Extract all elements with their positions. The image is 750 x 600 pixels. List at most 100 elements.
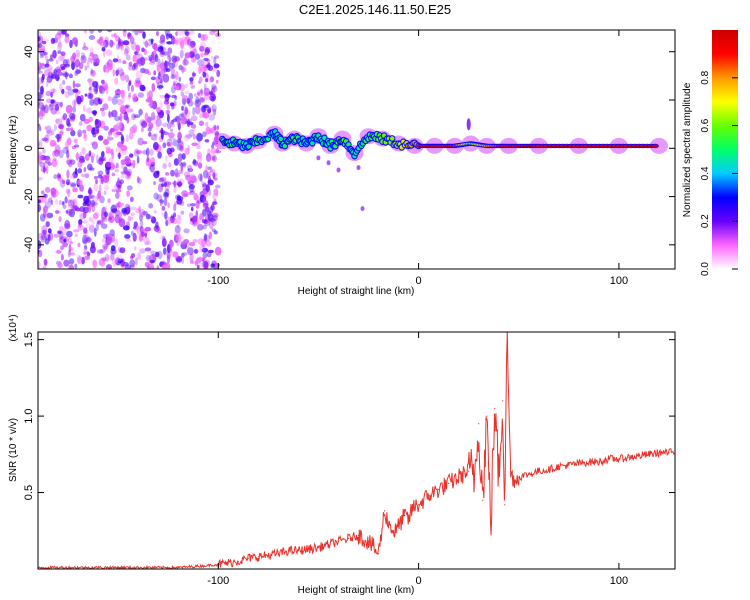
noise-speckle	[46, 212, 54, 219]
noise-speckle	[181, 256, 185, 264]
noise-speckle	[190, 45, 196, 53]
noise-speckle	[125, 238, 132, 242]
noise-speckle	[97, 170, 104, 176]
noise-speckle	[80, 52, 86, 60]
noise-speckle	[205, 64, 209, 68]
noise-speckle	[183, 228, 190, 234]
snr-point	[398, 525, 400, 527]
noise-speckle	[208, 231, 213, 239]
noise-speckle	[91, 220, 95, 226]
noise-speckle	[38, 31, 41, 37]
noise-speckle	[79, 155, 85, 162]
noise-speckle	[194, 105, 201, 115]
noise-speckle	[198, 97, 206, 103]
noise-speckle	[128, 92, 132, 98]
noise-speckle	[115, 191, 120, 199]
noise-speckle	[129, 35, 133, 40]
noise-speckle	[166, 216, 172, 225]
noise-speckle	[72, 99, 76, 107]
noise-speckle	[74, 83, 81, 88]
noise-speckle	[41, 137, 49, 142]
noise-speckle	[112, 69, 116, 77]
snr-point	[117, 566, 119, 569]
noise-speckle	[190, 85, 195, 89]
noise-speckle	[190, 260, 195, 264]
noise-speckle	[170, 67, 175, 77]
noise-speckle	[149, 58, 157, 63]
noise-speckle	[84, 173, 90, 179]
noise-speckle	[187, 38, 191, 46]
noise-speckle	[45, 159, 50, 165]
noise-speckle	[99, 248, 106, 254]
noise-speckle	[151, 115, 159, 125]
noise-speckle	[43, 193, 49, 198]
noise-speckle	[68, 208, 76, 218]
noise-speckle	[187, 145, 190, 151]
noise-speckle	[140, 126, 144, 133]
noise-speckle	[46, 129, 53, 137]
noise-speckle	[181, 95, 188, 101]
noise-speckle	[107, 215, 115, 223]
snr-point	[474, 473, 476, 475]
noise-speckle	[39, 54, 44, 59]
noise-speckle	[107, 211, 113, 218]
noise-speckle	[59, 83, 63, 92]
noise-speckle	[205, 126, 211, 135]
noise-speckle	[213, 63, 220, 69]
noise-speckle	[153, 70, 157, 76]
noise-speckle	[77, 168, 83, 174]
noise-speckle	[115, 122, 123, 131]
noise-speckle	[177, 153, 183, 162]
noise-speckle	[84, 255, 91, 261]
noise-speckle	[85, 223, 91, 229]
noise-speckle	[97, 97, 101, 102]
ridge-core	[246, 144, 251, 149]
noise-speckle	[165, 32, 170, 40]
noise-speckle	[38, 140, 43, 148]
noise-speckle	[203, 194, 206, 202]
noise-speckle	[215, 188, 219, 198]
snr-point	[257, 556, 259, 558]
noise-speckle	[120, 262, 126, 268]
noise-speckle	[130, 206, 137, 211]
noise-speckle	[207, 78, 212, 83]
noise-speckle	[124, 170, 130, 175]
noise-speckle	[170, 128, 174, 132]
snr-panel: -100 0 100 0.5 1.0 1.5 Height of straight li…	[8, 314, 676, 596]
noise-speckle	[156, 194, 163, 202]
snr-point	[538, 470, 540, 472]
noise-speckle	[120, 134, 124, 142]
noise-speckle	[55, 33, 61, 40]
noise-speckle	[94, 85, 98, 95]
noise-speckle	[147, 71, 151, 76]
noise-speckle	[114, 77, 119, 85]
noise-speckle	[133, 221, 138, 228]
noise-speckle	[186, 119, 191, 128]
noise-speckle	[105, 166, 110, 175]
noise-speckle	[164, 210, 168, 220]
noise-speckle	[199, 97, 205, 102]
noise-speckle	[153, 42, 158, 52]
noise-speckle	[177, 30, 184, 36]
noise-speckle	[48, 104, 55, 108]
noise-speckle	[140, 231, 145, 238]
noise-speckle	[163, 99, 170, 105]
noise-speckle	[212, 108, 217, 116]
noise-speckle	[41, 229, 46, 239]
noise-speckle	[194, 221, 200, 226]
noise-speckle	[116, 69, 120, 75]
noise-speckle	[66, 169, 70, 179]
noise-speckle	[161, 260, 166, 266]
noise-speckle	[153, 133, 158, 137]
noise-speckle	[91, 260, 96, 266]
noise-speckle	[189, 253, 194, 262]
noise-speckle	[59, 124, 64, 130]
noise-speckle	[179, 83, 186, 92]
noise-speckle	[170, 217, 176, 222]
noise-speckle	[162, 236, 166, 240]
noise-speckle	[134, 62, 138, 71]
noise-speckle	[137, 92, 144, 98]
noise-speckle	[192, 158, 196, 165]
snr-point	[638, 455, 640, 457]
